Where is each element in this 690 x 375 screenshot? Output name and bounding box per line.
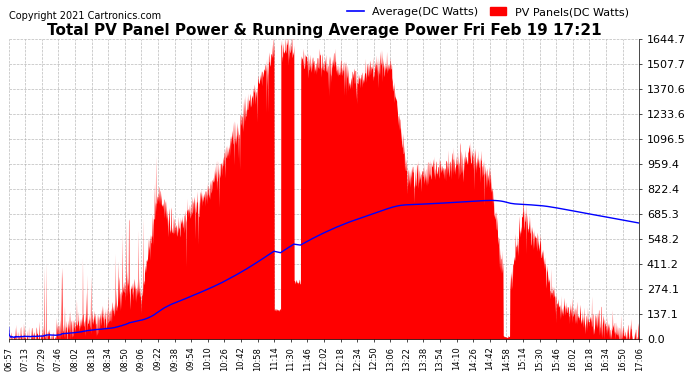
Text: Copyright 2021 Cartronics.com: Copyright 2021 Cartronics.com bbox=[9, 11, 161, 21]
Title: Total PV Panel Power & Running Average Power Fri Feb 19 17:21: Total PV Panel Power & Running Average P… bbox=[47, 23, 601, 38]
Legend: Average(DC Watts), PV Panels(DC Watts): Average(DC Watts), PV Panels(DC Watts) bbox=[342, 3, 633, 21]
